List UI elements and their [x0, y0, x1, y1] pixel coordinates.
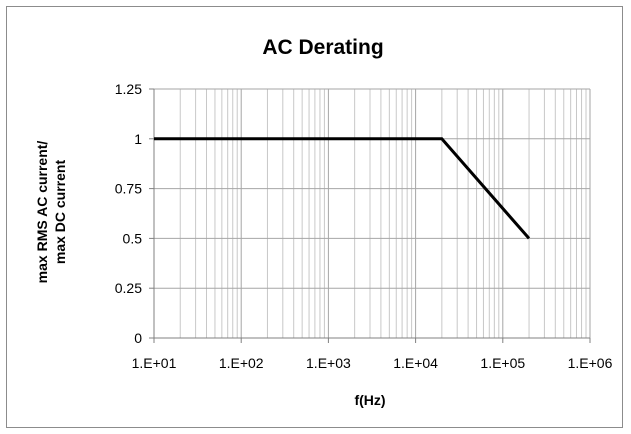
x-tick-label: 1.E+02: [219, 355, 264, 371]
y-axis-label-line-1: max RMS AC current/: [34, 141, 50, 284]
y-tick-label: 0.75: [115, 181, 142, 197]
x-tick-label: 1.E+03: [306, 355, 351, 371]
series-layer: [154, 137, 531, 240]
y-tick-label: 1: [134, 131, 142, 147]
y-tick-label: 0.5: [123, 230, 143, 246]
grid: [153, 88, 591, 339]
y-axis-label-line-2: max DC current: [52, 160, 68, 265]
x-tick-label: 1.E+05: [480, 355, 525, 371]
y-axis: 0 0.25 0.5 0.75 1 1.25: [115, 81, 154, 346]
x-axis-label: f(Hz): [354, 392, 385, 408]
y-tick-label: 1.25: [115, 81, 142, 97]
y-tick-label: 0.25: [115, 280, 142, 296]
plot-area: [153, 89, 590, 339]
x-tick-label: 1.E+06: [568, 355, 613, 371]
x-tick-label: 1.E+01: [132, 355, 177, 371]
x-tick-label: 1.E+04: [393, 355, 438, 371]
y-tick-label: 0: [134, 330, 142, 346]
y-axis-label: max RMS AC current/ max DC current: [34, 141, 68, 284]
chart-title: AC Derating: [262, 36, 383, 59]
series-line: [154, 137, 531, 240]
x-axis: 1.E+01 1.E+02 1.E+03 1.E+04 1.E+05 1.E+06: [132, 338, 613, 371]
